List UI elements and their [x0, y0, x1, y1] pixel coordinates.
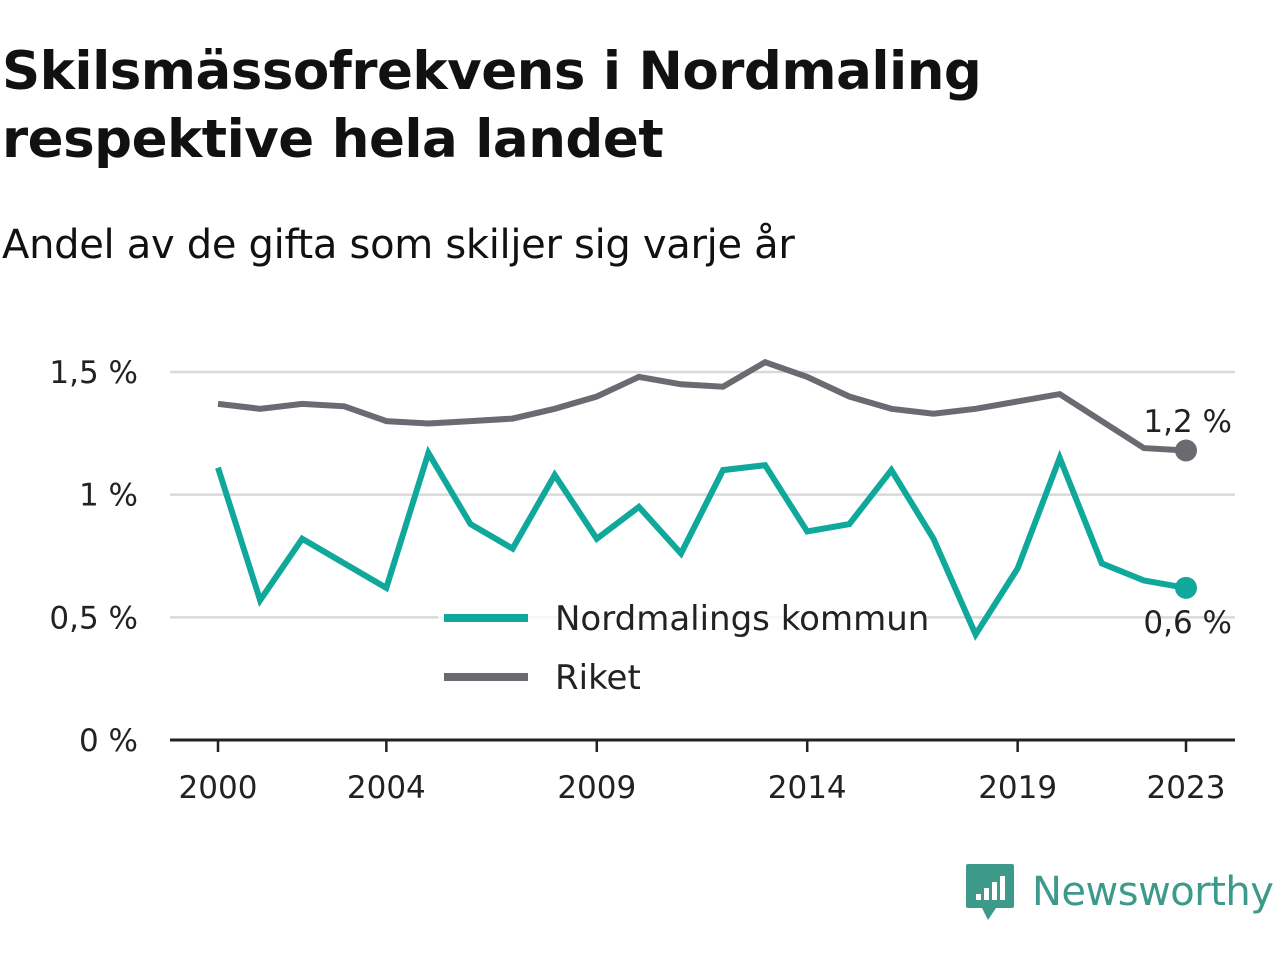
series-end-dot: [1175, 576, 1197, 599]
legend-label: Riket: [555, 658, 641, 698]
series-end-dot: [1175, 439, 1197, 462]
x-tick-label: 2000: [179, 770, 258, 806]
newsworthy-logo: Newsworthy: [964, 862, 1274, 922]
end-value-label: 1,2 %: [1143, 404, 1232, 440]
x-axis: 2000 2004 2009 2014 2019 2023: [170, 738, 1235, 806]
legend-label: Nordmalings kommun: [555, 599, 929, 639]
chart-title: Skilsmässofrekvens i Nordmaling respekti…: [2, 41, 982, 170]
x-tick-label: 2014: [768, 770, 847, 806]
end-labels: 1,2 % 0,6 %: [1143, 404, 1232, 641]
bar-chart-icon: [966, 864, 1014, 920]
series-line: [217, 358, 1187, 454]
x-tick-label: 2019: [978, 770, 1057, 806]
end-value-label: 0,6 %: [1143, 605, 1232, 641]
legend: Nordmalings kommun Riket: [438, 586, 929, 701]
brand-name: Newsworthy: [1032, 869, 1274, 915]
y-tick-label: 1,5 %: [49, 355, 138, 391]
series-line: [215, 445, 1187, 641]
chart-subtitle: Andel av de gifta som skiljer sig varje …: [2, 222, 795, 268]
series-lines: [215, 358, 1197, 641]
y-tick-label: 0,5 %: [49, 600, 138, 636]
x-tick-label: 2023: [1147, 770, 1226, 806]
y-tick-label: 0 %: [79, 723, 138, 759]
x-tick-label: 2009: [557, 770, 636, 806]
x-tick-label: 2004: [347, 770, 426, 806]
y-axis: 0 % 0,5 % 1 % 1,5 %: [49, 355, 138, 759]
y-tick-label: 1 %: [79, 478, 138, 514]
